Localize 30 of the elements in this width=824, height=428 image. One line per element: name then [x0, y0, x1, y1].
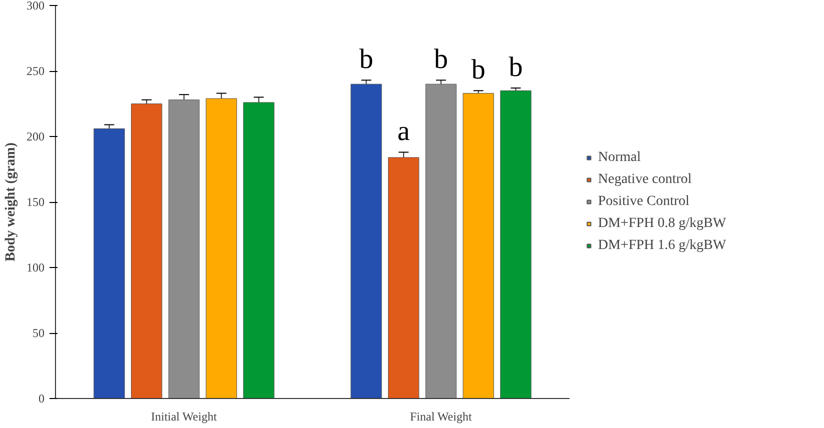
y-tick-label: 0 [38, 392, 44, 406]
data-label: b [471, 54, 486, 86]
legend-label: DM+FPH 0.8 g/kgBW [598, 216, 726, 232]
y-tick-label: 50 [32, 326, 44, 340]
y-tick-label: 100 [26, 260, 44, 274]
bar [388, 157, 420, 398]
y-tick-label: 150 [26, 195, 44, 209]
y-tick-label: 250 [26, 64, 44, 78]
data-label: a [397, 116, 410, 147]
legend-label: Normal [598, 150, 641, 166]
data-label: b [359, 44, 374, 75]
legend-label: Positive Control [598, 194, 690, 210]
bar [243, 102, 274, 398]
bar [500, 90, 532, 398]
y-tick-label: 300 [26, 0, 44, 12]
bar [94, 128, 125, 398]
bar [462, 93, 494, 398]
x-tick-label: Initial Weight [150, 410, 218, 424]
bar [131, 104, 162, 398]
legend-label: Negative control [598, 172, 692, 188]
legend-label: DM+FPH 1.6 g/kgBW [598, 238, 726, 254]
y-tick-label: 200 [26, 130, 44, 144]
data-label: b [434, 44, 448, 75]
bar [206, 98, 237, 398]
x-tick-label: Final Weight [410, 410, 472, 424]
bar [168, 100, 200, 398]
y-axis-title: Body weight (gram) [4, 142, 18, 262]
bar [350, 84, 382, 398]
data-label: b [508, 52, 523, 83]
bar [425, 84, 457, 398]
